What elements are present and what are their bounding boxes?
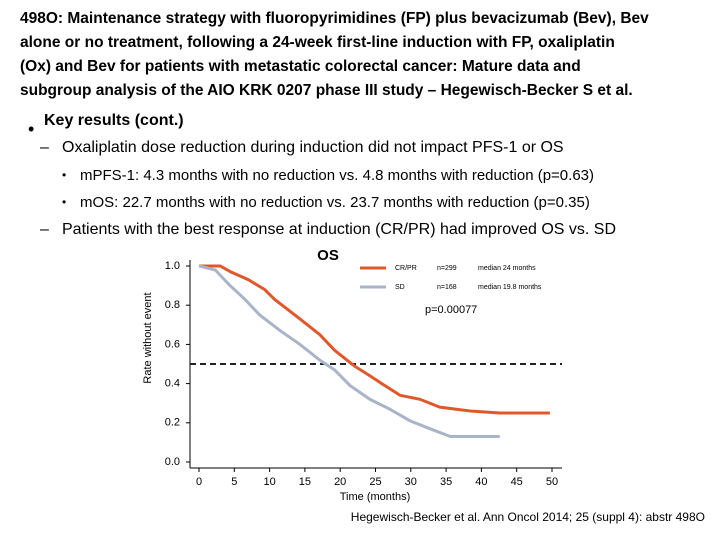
footnote: Hegewisch-Becker et al. Ann Oncol 2014; … — [351, 510, 705, 524]
bullet-text: Oxaliplatin dose reduction during induct… — [62, 139, 564, 156]
legend-median: median 24 months — [478, 265, 536, 272]
sub-bullet-glyph: • — [62, 168, 66, 182]
chart-title: OS — [317, 247, 339, 264]
y-tick-label: 0.6 — [165, 338, 180, 350]
y-tick-label: 0.8 — [165, 299, 180, 311]
x-axis-label: Time (months) — [340, 491, 411, 503]
y-tick-label: 0.4 — [165, 378, 180, 390]
x-tick-label: 0 — [196, 476, 202, 488]
x-tick-label: 45 — [511, 476, 523, 488]
x-tick-label: 50 — [546, 476, 558, 488]
x-tick-label: 25 — [369, 476, 381, 488]
y-tick-label: 0.2 — [165, 417, 180, 429]
title-line: 498O: Maintenance strategy with fluoropy… — [20, 10, 649, 27]
legend-n: n=299 — [437, 265, 457, 272]
legend-name: CR/PR — [395, 265, 417, 272]
legend-n: n=168 — [437, 284, 457, 291]
p-value: p=0.00077 — [425, 304, 477, 316]
title-line: subgroup analysis of the AIO KRK 0207 ph… — [20, 82, 633, 99]
x-tick-label: 10 — [263, 476, 275, 488]
dash: – — [40, 221, 49, 238]
sub-bullet-glyph: • — [62, 195, 66, 209]
title-line: alone or no treatment, following a 24-we… — [20, 34, 615, 51]
x-tick-label: 35 — [440, 476, 452, 488]
bullet-glyph: • — [28, 119, 34, 139]
dash: – — [40, 139, 49, 156]
legend-median: median 19.8 months — [478, 284, 542, 291]
sub-bullet-text: mOS: 22.7 months with no reduction vs. 2… — [80, 194, 590, 211]
x-tick-label: 30 — [405, 476, 417, 488]
title-line: (Ox) and Bev for patients with metastati… — [20, 58, 581, 75]
y-tick-label: 1.0 — [165, 260, 180, 272]
km-curve — [199, 264, 550, 415]
sub-bullet-text: mPFS-1: 4.3 months with no reduction vs.… — [80, 167, 594, 184]
bullet-heading: Key results (cont.) — [44, 112, 184, 129]
legend-name: SD — [395, 284, 405, 291]
y-axis-label: Rate without event — [142, 292, 154, 383]
bullet-text: Patients with the best response at induc… — [62, 221, 616, 238]
x-tick-label: 5 — [231, 476, 237, 488]
x-tick-label: 15 — [299, 476, 311, 488]
km-curve — [198, 264, 500, 439]
x-tick-label: 40 — [475, 476, 487, 488]
y-tick-label: 0.0 — [165, 456, 180, 468]
x-tick-label: 20 — [334, 476, 346, 488]
